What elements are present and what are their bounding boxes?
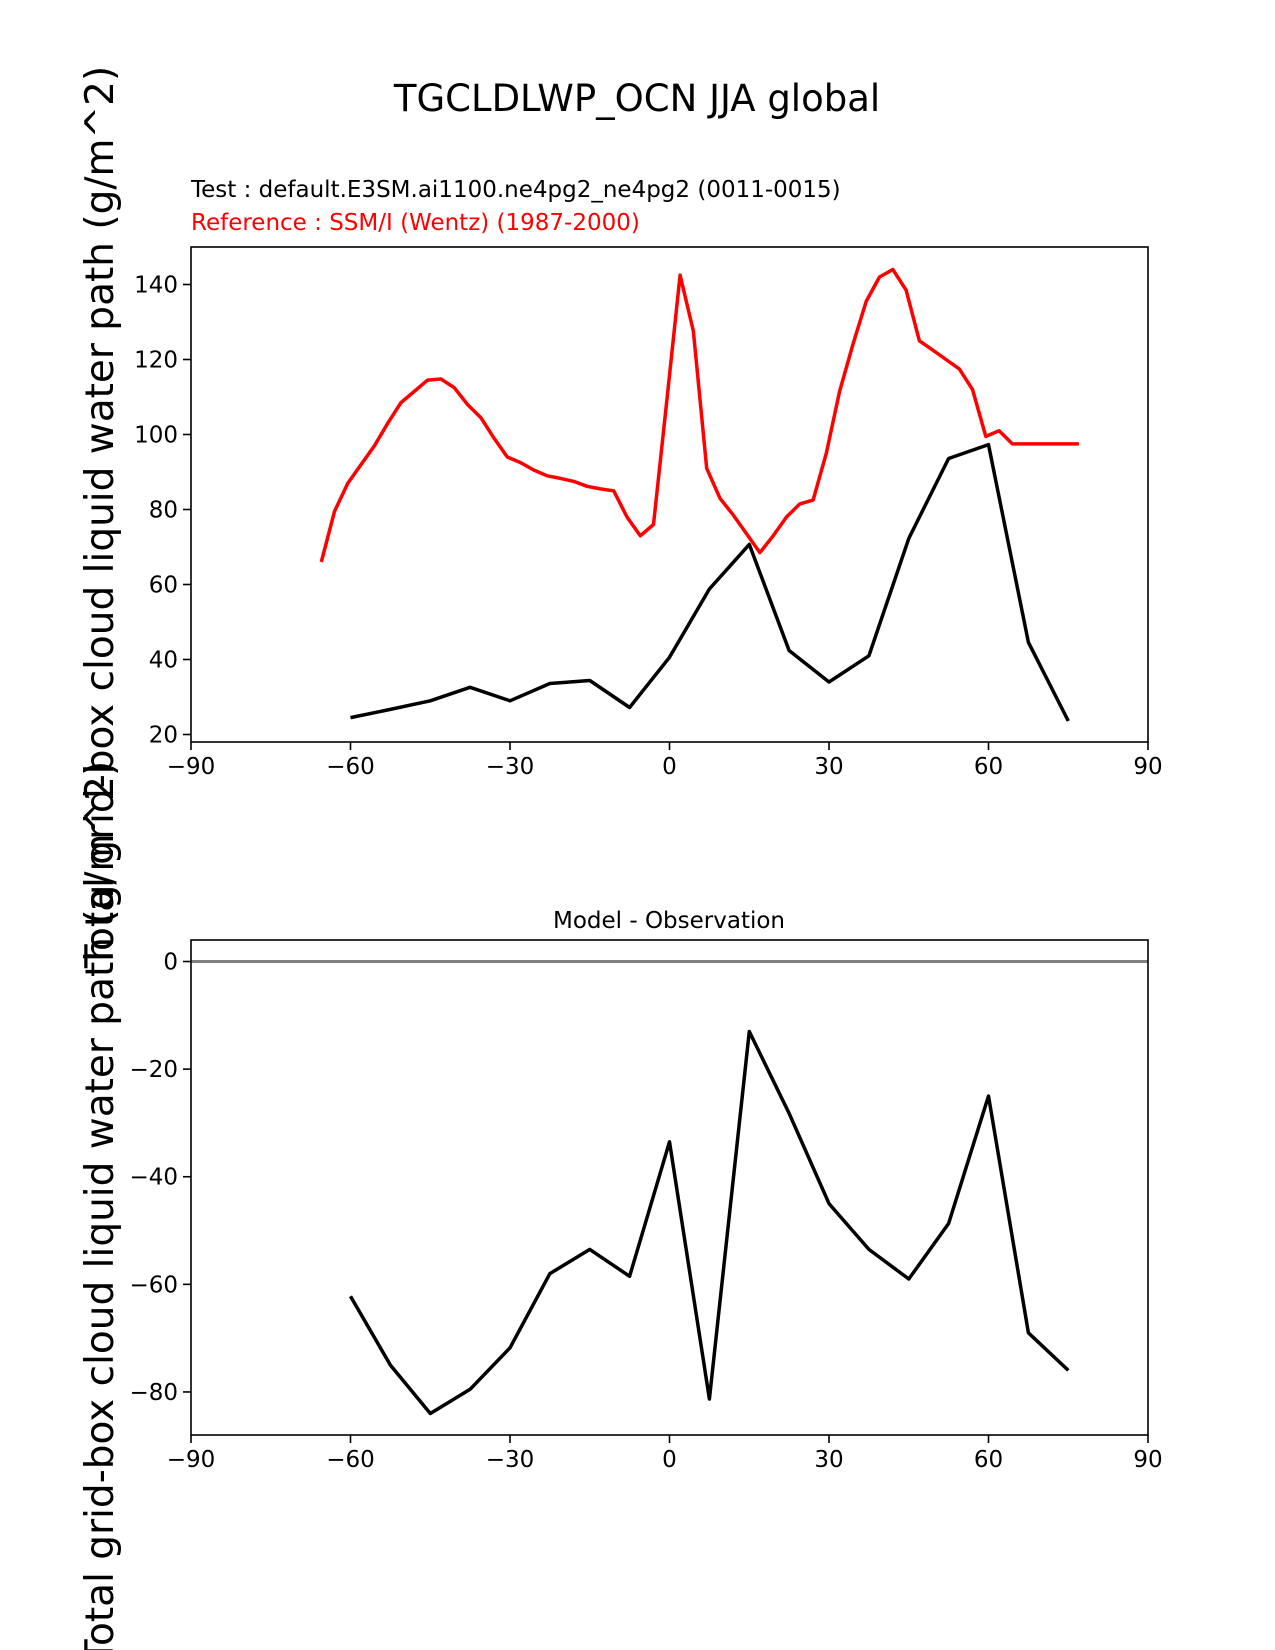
y-tick-label: 80 <box>149 498 178 524</box>
x-tick-label: −30 <box>486 754 535 780</box>
x-tick-label: 90 <box>1133 754 1162 780</box>
x-tick-label: 0 <box>662 1447 677 1473</box>
top-panel: Test : default.E3SM.ai1100.ne4pg2_ne4pg2… <box>134 177 1163 780</box>
y-tick-label: 0 <box>163 950 178 976</box>
y-tick-label: 60 <box>149 573 178 599</box>
y-tick-label: −20 <box>129 1057 178 1083</box>
x-tick-label: 60 <box>974 754 1003 780</box>
x-tick-label: 30 <box>814 754 843 780</box>
y-tick-label: 40 <box>149 648 178 674</box>
x-tick-label: −60 <box>326 754 375 780</box>
y-tick-label: −80 <box>129 1380 178 1406</box>
series-line-1 <box>350 442 1070 722</box>
x-tick-label: 60 <box>974 1447 1003 1473</box>
series-line-0 <box>348 1029 1070 1416</box>
x-tick-label: −30 <box>486 1447 535 1473</box>
x-tick-label: −90 <box>167 754 216 780</box>
x-tick-label: 0 <box>662 754 677 780</box>
y-tick-label: 140 <box>134 273 178 299</box>
x-tick-label: −60 <box>326 1447 375 1473</box>
y-axis-label-bottom: Total grid-box cloud liquid water path (… <box>78 761 123 1650</box>
x-tick-label: 30 <box>814 1447 843 1473</box>
x-tick-label: 90 <box>1133 1447 1162 1473</box>
reference-subtitle: Reference : SSM/I (Wentz) (1987-2000) <box>191 210 640 236</box>
diff-panel-title: Model - Observation <box>553 908 785 934</box>
y-tick-label: −40 <box>129 1165 178 1191</box>
test-subtitle: Test : default.E3SM.ai1100.ne4pg2_ne4pg2… <box>190 177 841 203</box>
bottom-panel: Model - Observation −90 −60 −30 0 30 60 90 0 −20… <box>129 908 1162 1473</box>
y-tick-label: 20 <box>149 723 178 749</box>
y-tick-label: 120 <box>134 348 178 374</box>
figure-title: TGCLDLWP_OCN JJA global <box>393 77 880 120</box>
axes-frame <box>190 246 1149 743</box>
series-line-0 <box>319 267 1079 563</box>
x-tick-label: −90 <box>167 1447 216 1473</box>
y-tick-label: 100 <box>134 423 178 449</box>
y-tick-label: −60 <box>129 1272 178 1298</box>
y-axis-label-top: Total grid-box cloud liquid water path (… <box>78 66 123 969</box>
